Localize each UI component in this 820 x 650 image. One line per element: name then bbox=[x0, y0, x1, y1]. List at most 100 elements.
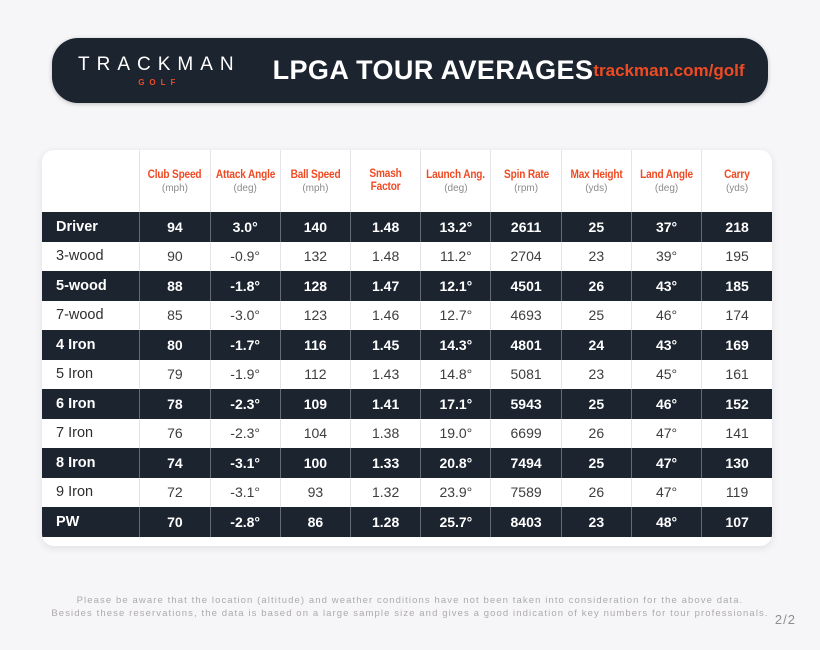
value-cell: 128 bbox=[279, 271, 351, 301]
value-cell: 25 bbox=[560, 389, 632, 419]
column-unit: (mph) bbox=[161, 182, 188, 194]
value-cell: 25.7° bbox=[420, 507, 491, 537]
column-label: Max Height bbox=[570, 166, 623, 181]
value-cell: 11.2° bbox=[420, 241, 491, 271]
club-cell: 9 Iron bbox=[56, 484, 94, 501]
column-label: Smash Factor bbox=[369, 166, 402, 193]
column-header: Land Angle (deg) bbox=[630, 150, 702, 212]
value-cell: 46° bbox=[630, 389, 702, 419]
value-cell: 107 bbox=[701, 507, 772, 537]
table-row: 5 Iron 79 -1.9° 112 1.43 14.8° 5081 23 45° 161 bbox=[42, 359, 772, 389]
value-cell: 25 bbox=[560, 448, 632, 478]
value-cell: 4501 bbox=[490, 271, 562, 301]
value-cell: 130 bbox=[701, 448, 772, 478]
value-cell: 26 bbox=[560, 271, 632, 301]
value-cell: 17.1° bbox=[420, 389, 491, 419]
value-cell: 1.38 bbox=[350, 418, 421, 448]
club-cell: 8 Iron bbox=[42, 448, 140, 478]
value-cell: 2704 bbox=[490, 241, 562, 271]
column-label: Ball Speed bbox=[290, 166, 341, 181]
value-cell: 161 bbox=[701, 359, 772, 389]
column-header: Club Speed (mph) bbox=[139, 150, 211, 212]
value-cell: 88 bbox=[139, 271, 211, 301]
value-cell: 20.8° bbox=[420, 448, 491, 478]
value-cell: -2.3° bbox=[209, 418, 281, 448]
value-cell: 123 bbox=[279, 300, 351, 330]
value-cell: 6699 bbox=[490, 418, 562, 448]
value-cell: 72 bbox=[139, 477, 211, 507]
value-cell: -2.3° bbox=[209, 389, 281, 419]
column-header: Smash Factor bbox=[350, 150, 421, 212]
value-cell: -3.1° bbox=[209, 448, 281, 478]
column-label: Attack Angle bbox=[215, 166, 275, 181]
club-cell: Driver bbox=[42, 212, 140, 242]
value-cell: 25 bbox=[560, 300, 632, 330]
value-cell: 1.48 bbox=[350, 212, 421, 242]
value-cell: 86 bbox=[279, 507, 351, 537]
column-unit: (deg) bbox=[654, 182, 679, 194]
value-cell: 26 bbox=[560, 477, 632, 507]
table-row: 8 Iron 74 -3.1° 100 1.33 20.8° 7494 25 47° 130 bbox=[42, 448, 772, 478]
value-cell: 141 bbox=[701, 418, 772, 448]
stats-table-card: Club Speed (mph) Attack Angle (deg) Ball Spe… bbox=[42, 150, 772, 546]
value-cell: 7494 bbox=[490, 448, 562, 478]
table-row: 4 Iron 80 -1.7° 116 1.45 14.3° 4801 24 43° 169 bbox=[42, 330, 772, 360]
value-cell: 1.28 bbox=[350, 507, 421, 537]
value-cell: 23 bbox=[560, 241, 632, 271]
page-title: LPGA TOUR AVERAGES bbox=[272, 55, 594, 85]
table-row: 7 Iron 76 -2.3° 104 1.38 19.0° 6699 26 47° 141 bbox=[42, 418, 772, 448]
column-header: Ball Speed (mph) bbox=[279, 150, 351, 212]
column-label: Land Angle bbox=[640, 166, 693, 181]
column-unit: (yds) bbox=[585, 182, 608, 194]
brand-header-bar: TRACKMAN GOLF LPGA TOUR AVERAGES trackma… bbox=[52, 38, 768, 103]
header-row: Club Speed (mph) Attack Angle (deg) Ball Spe… bbox=[42, 150, 772, 212]
value-cell: -1.9° bbox=[209, 359, 281, 389]
value-cell: 80 bbox=[139, 330, 211, 360]
value-cell: 7589 bbox=[490, 477, 562, 507]
value-cell: 4693 bbox=[490, 300, 562, 330]
table-body: Driver 94 3.0° 140 1.48 13.2° 2611 25 37° 218 3-wo… bbox=[42, 212, 772, 537]
value-cell: 48° bbox=[630, 507, 702, 537]
value-cell: 3.0° bbox=[209, 212, 281, 242]
value-cell: 140 bbox=[279, 212, 351, 242]
value-cell: 37° bbox=[630, 212, 702, 242]
value-cell: 23.9° bbox=[420, 477, 491, 507]
column-unit: (deg) bbox=[233, 182, 257, 194]
column-header: Attack Angle (deg) bbox=[209, 150, 281, 212]
value-cell: 1.46 bbox=[350, 300, 421, 330]
value-cell: 45° bbox=[630, 359, 702, 389]
table-row: PW 70 -2.8° 86 1.28 25.7° 8403 23 48° 107 bbox=[42, 507, 772, 537]
club-cell: 3-wood bbox=[56, 248, 104, 265]
value-cell: 39° bbox=[630, 241, 702, 271]
column-unit: (deg) bbox=[444, 182, 468, 194]
page-indicator: 2/2 bbox=[774, 612, 796, 627]
value-cell: 23 bbox=[560, 359, 632, 389]
value-cell: 169 bbox=[701, 330, 772, 360]
club-column-header bbox=[42, 150, 140, 212]
disclaimer-line-1: Please be aware that the location (altit… bbox=[76, 595, 744, 606]
value-cell: 218 bbox=[701, 212, 772, 242]
value-cell: 47° bbox=[630, 477, 702, 507]
value-cell: 43° bbox=[630, 330, 702, 360]
disclaimer-text: Please be aware that the location (altit… bbox=[0, 594, 820, 620]
value-cell: -3.0° bbox=[209, 300, 281, 330]
column-label: Club Speed bbox=[148, 166, 202, 181]
value-cell: 85 bbox=[139, 300, 211, 330]
trackman-logo-golf-text: GOLF bbox=[138, 77, 181, 87]
column-label: Carry bbox=[724, 166, 750, 181]
value-cell: -1.8° bbox=[209, 271, 281, 301]
value-cell: 43° bbox=[630, 271, 702, 301]
value-cell: 76 bbox=[139, 418, 211, 448]
value-cell: 78 bbox=[139, 389, 211, 419]
value-cell: 116 bbox=[279, 330, 351, 360]
club-cell: 6 Iron bbox=[42, 389, 140, 419]
value-cell: 14.3° bbox=[420, 330, 491, 360]
value-cell: 79 bbox=[139, 359, 211, 389]
club-cell: 5-wood bbox=[42, 271, 140, 301]
website-link[interactable]: trackman.com/golf bbox=[593, 60, 745, 80]
trackman-logo: TRACKMAN GOLF bbox=[78, 53, 241, 87]
column-unit: (rpm) bbox=[514, 182, 539, 194]
value-cell: -3.1° bbox=[209, 477, 281, 507]
value-cell: 1.48 bbox=[350, 241, 421, 271]
trackman-logo-text: TRACKMAN bbox=[78, 53, 241, 75]
